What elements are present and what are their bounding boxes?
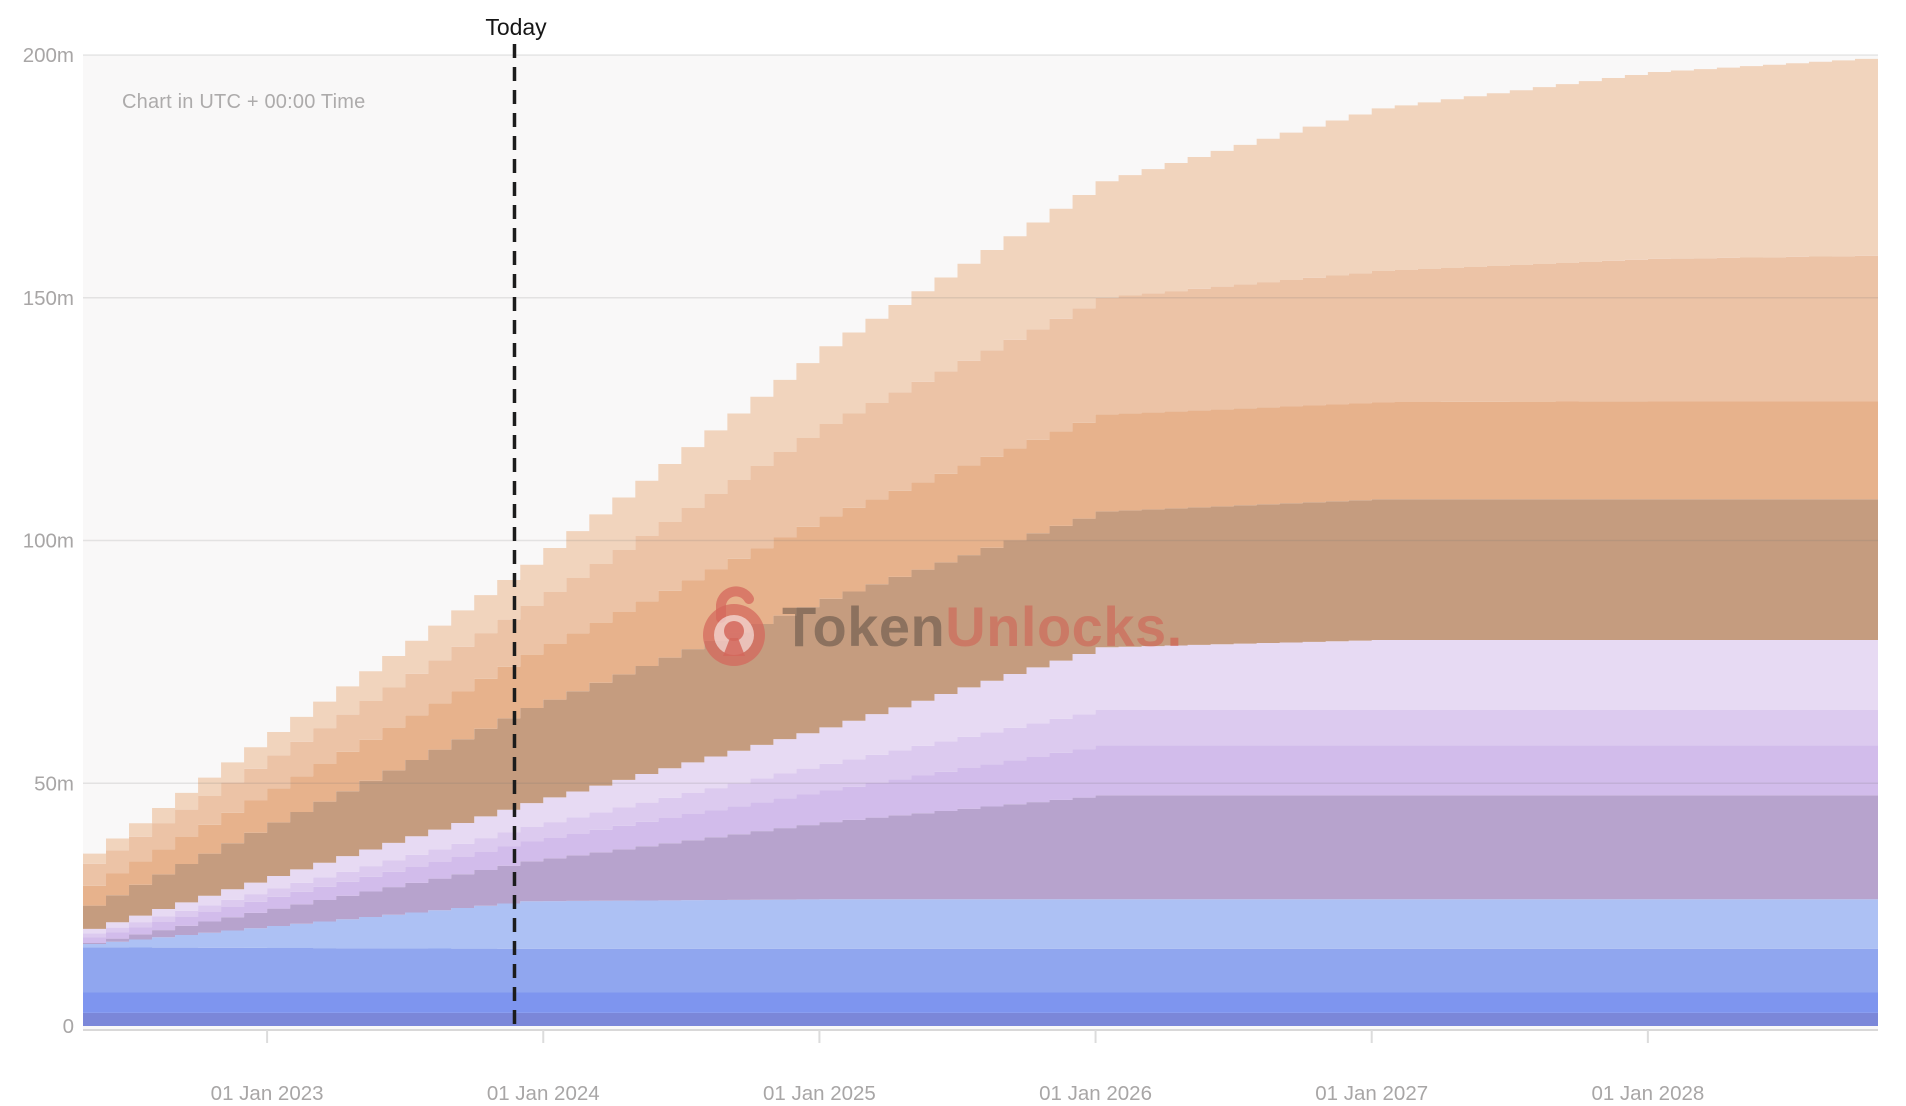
area-band-06-lavender xyxy=(83,745,1878,943)
y-tick-label: 150m xyxy=(23,287,74,310)
today-label: Today xyxy=(485,14,547,40)
area-band-10-orange xyxy=(83,401,1878,906)
y-tick-label: 0 xyxy=(63,1015,74,1038)
x-tick-label: 01 Jan 2027 xyxy=(1315,1082,1428,1105)
x-tick-label: 01 Jan 2026 xyxy=(1039,1082,1152,1105)
area-band-09-brown xyxy=(83,499,1878,929)
area-band-01-indigo xyxy=(83,1012,1878,1026)
x-tick-label: 01 Jan 2028 xyxy=(1591,1082,1704,1105)
area-band-05-mauve xyxy=(83,795,1878,944)
x-tick-label: 01 Jan 2024 xyxy=(487,1082,600,1105)
y-tick-label: 50m xyxy=(34,772,74,795)
area-band-03-medium-blue xyxy=(83,947,1878,993)
timezone-note: Chart in UTC + 00:00 Time xyxy=(122,91,366,113)
x-tick-label: 01 Jan 2023 xyxy=(211,1082,324,1105)
area-band-08-pale-lavender xyxy=(83,640,1878,934)
area-band-04-light-blue xyxy=(83,899,1878,949)
y-tick-label: 100m xyxy=(23,530,74,553)
area-band-07-light-lavender xyxy=(83,709,1878,938)
y-tick-label: 200m xyxy=(23,44,74,67)
x-tick-label: 01 Jan 2025 xyxy=(763,1082,876,1105)
area-band-11-peach xyxy=(83,255,1878,886)
area-band-12-light-peach xyxy=(83,58,1878,864)
area-band-02-strong-blue xyxy=(83,992,1878,1013)
